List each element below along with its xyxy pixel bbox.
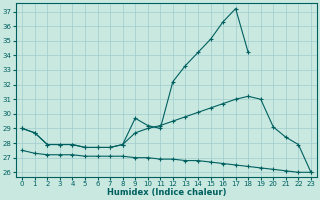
X-axis label: Humidex (Indice chaleur): Humidex (Indice chaleur) [107,188,226,197]
